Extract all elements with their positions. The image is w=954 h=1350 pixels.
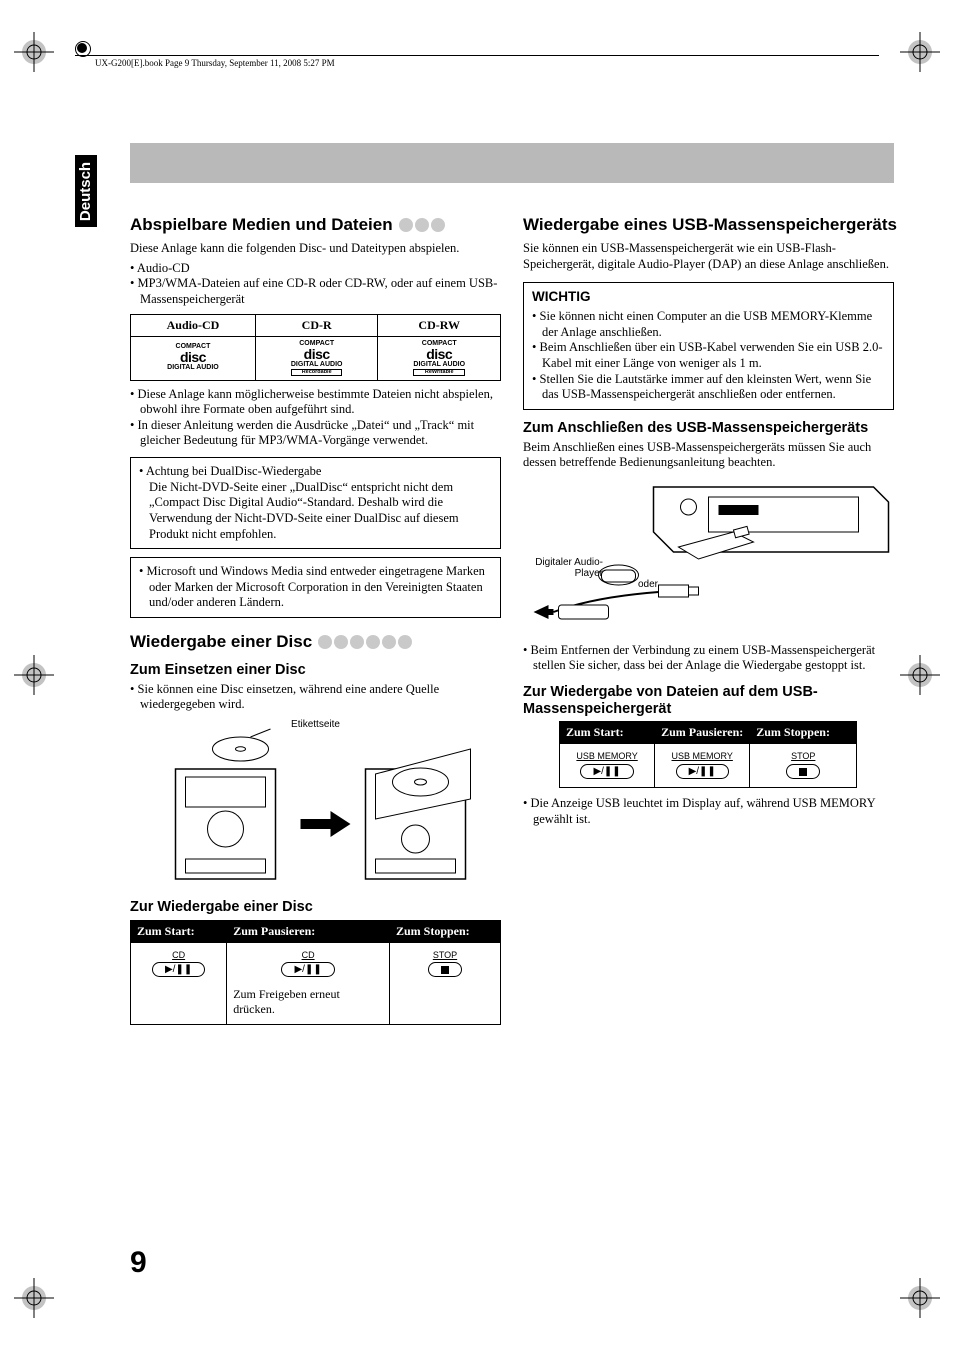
col-cdr: CD-R: [255, 314, 378, 336]
crop-mark-icon: [900, 1278, 940, 1318]
crop-mark-icon: [14, 655, 54, 695]
section-disc-heading: Wiedergabe einer Disc: [130, 632, 501, 652]
ctrl-start-cell: CD ▶/❚❚: [131, 942, 227, 1025]
disconnect-note: Beim Entfernen der Verbindung zu einem U…: [523, 643, 894, 674]
play-pause-button[interactable]: ▶/❚❚: [676, 764, 729, 779]
ctrl-stop-cell: STOP: [750, 744, 857, 788]
col-audio-cd: Audio-CD: [131, 314, 256, 336]
dots-icon: [318, 635, 412, 649]
heading-bar: [130, 143, 894, 183]
ctrl-stop-header: Zum Stoppen:: [750, 722, 857, 744]
play-disc-heading: Zur Wiedergabe einer Disc: [130, 899, 501, 916]
connect-usb-heading: Zum Anschließen des USB-Massenspeicherge…: [523, 420, 894, 437]
play-pause-button[interactable]: ▶/❚❚: [281, 962, 334, 977]
play-usb-heading: Zur Wiedergabe von Dateien auf dem USB-M…: [523, 684, 894, 717]
dap-label: Digitaler Audio-Player: [523, 557, 603, 579]
disc-control-table: Zum Start: Zum Pausieren: Zum Stoppen: C…: [130, 920, 501, 1026]
crop-mark-icon: [14, 1278, 54, 1318]
important-box: WICHTIG Sie können nicht einen Computer …: [523, 282, 894, 410]
ctrl-pause-cell: USB MEMORY ▶/❚❚: [655, 744, 750, 788]
connect-text: Beim Anschließen eines USB-Massenspeiche…: [523, 440, 894, 471]
media-notes: Diese Anlage kann möglicherweise bestimm…: [130, 387, 501, 450]
section-usb-heading: Wiedergabe eines USB-Massenspeichergerät…: [523, 215, 894, 235]
media-bullets: Audio-CD MP3/WMA-Dateien auf eine CD-R o…: [130, 261, 501, 308]
page-number: 9: [130, 1246, 147, 1280]
page-header: UX-G200[E].book Page 9 Thursday, Septemb…: [75, 55, 879, 68]
important-heading: WICHTIG: [532, 289, 885, 306]
crop-mark-icon: [900, 655, 940, 695]
crop-mark-icon: [900, 32, 940, 72]
header-text: UX-G200[E].book Page 9 Thursday, Septemb…: [95, 58, 335, 68]
ctrl-start-cell: USB MEMORY ▶/❚❚: [560, 744, 655, 788]
language-tab: Deutsch: [75, 155, 97, 227]
stop-button[interactable]: [428, 962, 462, 977]
left-column: Abspielbare Medien und Dateien Diese Anl…: [130, 215, 501, 1033]
dualdisc-note: Achtung bei DualDisc-Wiedergabe Die Nich…: [130, 457, 501, 549]
right-column: Wiedergabe eines USB-Massenspeichergerät…: [523, 215, 894, 1033]
play-pause-button[interactable]: ▶/❚❚: [152, 962, 205, 977]
col-cdrw: CD-RW: [378, 314, 501, 336]
usb-connection-figure: Digitaler Audio-Player oder: [523, 477, 894, 637]
play-pause-button[interactable]: ▶/❚❚: [580, 764, 633, 779]
ctrl-pause-header: Zum Pausieren:: [227, 920, 390, 942]
ctrl-stop-cell: STOP: [389, 942, 500, 1025]
usb-control-table: Zum Start: Zum Pausieren: Zum Stoppen: U…: [559, 721, 857, 788]
ctrl-pause-cell: CD ▶/❚❚ Zum Freigeben erneut drücken.: [227, 942, 390, 1025]
logo-cdr: COMPACTdiscDIGITAL AUDIORecordable: [255, 336, 378, 380]
insert-disc-figure: Etikettseite: [130, 719, 501, 889]
microsoft-note: Microsoft und Windows Media sind entwede…: [130, 557, 501, 618]
section-media-heading: Abspielbare Medien und Dateien: [130, 215, 501, 235]
insert-disc-heading: Zum Einsetzen einer Disc: [130, 662, 501, 679]
label-side-label: Etikettseite: [291, 719, 340, 730]
crop-mark-icon: [14, 32, 54, 72]
insert-note: Sie können eine Disc einsetzen, während …: [130, 682, 501, 713]
media-intro: Diese Anlage kann die folgenden Disc- un…: [130, 241, 501, 257]
stop-button[interactable]: [786, 764, 820, 779]
logo-cdrw: COMPACTdiscDIGITAL AUDIOReWritable: [378, 336, 501, 380]
oder-label: oder: [638, 579, 658, 590]
ctrl-start-header: Zum Start:: [560, 722, 655, 744]
media-table: Audio-CD CD-R CD-RW COMPACTdiscDIGITAL A…: [130, 314, 501, 381]
ctrl-pause-header: Zum Pausieren:: [655, 722, 750, 744]
dots-icon: [399, 218, 445, 232]
ctrl-stop-header: Zum Stoppen:: [389, 920, 500, 942]
release-note: Zum Freigeben erneut drücken.: [233, 987, 383, 1016]
ctrl-start-header: Zum Start:: [131, 920, 227, 942]
logo-audio-cd: COMPACTdiscDIGITAL AUDIO: [131, 336, 256, 380]
usb-led-note: Die Anzeige USB leuchtet im Display auf,…: [523, 796, 894, 827]
usb-intro: Sie können ein USB-Massenspeichergerät w…: [523, 241, 894, 272]
